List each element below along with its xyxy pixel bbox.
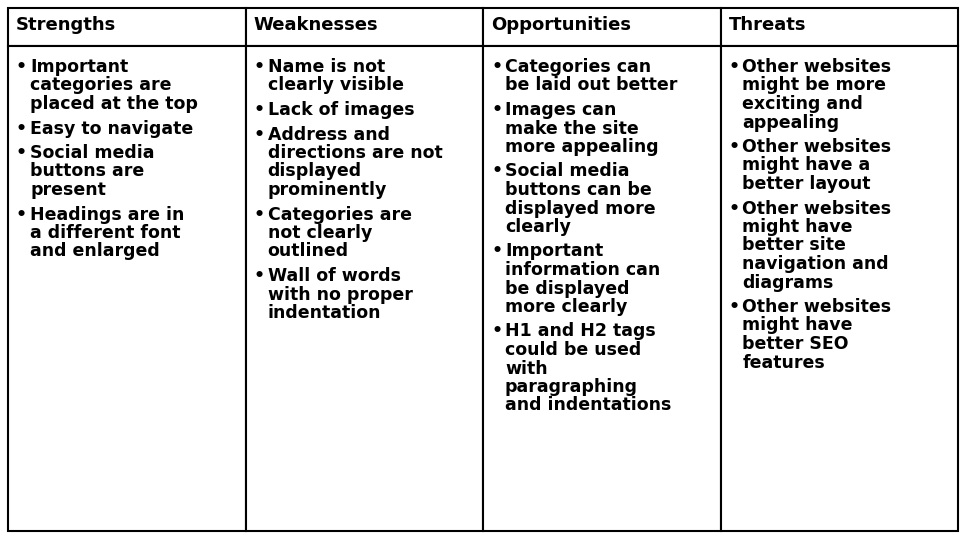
Text: and indentations: and indentations [505, 397, 671, 414]
Text: Categories can: Categories can [505, 58, 651, 76]
Text: •: • [491, 58, 502, 76]
Text: paragraphing: paragraphing [505, 378, 638, 396]
Bar [721, 8, 958, 46]
Text: •: • [16, 58, 27, 76]
Text: Weaknesses: Weaknesses [253, 16, 378, 34]
Text: Other websites: Other websites [743, 199, 892, 218]
Text: H1 and H2 tags: H1 and H2 tags [505, 322, 656, 341]
Text: appealing: appealing [743, 114, 839, 132]
Text: with no proper: with no proper [268, 286, 412, 303]
Text: •: • [16, 144, 27, 162]
Text: Name is not: Name is not [268, 58, 384, 76]
Bar [721, 46, 958, 531]
Text: •: • [491, 162, 502, 181]
Text: more clearly: more clearly [505, 298, 627, 316]
Text: indentation: indentation [268, 304, 381, 322]
Text: Easy to navigate: Easy to navigate [30, 120, 193, 137]
Text: not clearly: not clearly [268, 224, 372, 242]
Text: Other websites: Other websites [743, 138, 892, 156]
Text: Threats: Threats [728, 16, 806, 34]
Text: better site: better site [743, 237, 846, 254]
Text: might have: might have [743, 316, 853, 335]
Text: a different font: a different font [30, 224, 181, 242]
Text: Address and: Address and [268, 126, 389, 143]
Text: Headings are in: Headings are in [30, 205, 185, 224]
Text: Images can: Images can [505, 101, 616, 119]
Text: Lack of images: Lack of images [268, 101, 414, 119]
Text: clearly: clearly [505, 218, 571, 236]
Text: might be more: might be more [743, 77, 887, 94]
Text: outlined: outlined [268, 243, 349, 260]
Text: might have a: might have a [743, 156, 870, 175]
Text: features: features [743, 354, 825, 371]
Text: •: • [728, 298, 740, 316]
Text: Social media: Social media [30, 144, 155, 162]
Text: Categories are: Categories are [268, 205, 412, 224]
Bar [483, 8, 721, 46]
Text: Important: Important [505, 243, 603, 260]
Text: •: • [728, 199, 740, 218]
Text: placed at the top: placed at the top [30, 95, 198, 113]
Text: better SEO: better SEO [743, 335, 849, 353]
Text: Social media: Social media [505, 162, 630, 181]
Text: might have: might have [743, 218, 853, 236]
Text: present: present [30, 181, 106, 199]
Bar [8, 46, 245, 531]
Text: •: • [253, 205, 265, 224]
Text: navigation and: navigation and [743, 255, 889, 273]
Text: diagrams: diagrams [743, 273, 834, 292]
Text: with: with [505, 360, 548, 377]
Text: •: • [253, 267, 265, 285]
Text: better layout: better layout [743, 175, 871, 193]
Text: •: • [491, 322, 502, 341]
Text: Important: Important [30, 58, 128, 76]
Text: information can: information can [505, 261, 660, 279]
Bar [245, 46, 483, 531]
Text: •: • [491, 101, 502, 119]
Text: clearly visible: clearly visible [268, 77, 404, 94]
Text: be laid out better: be laid out better [505, 77, 677, 94]
Text: make the site: make the site [505, 120, 639, 137]
Bar [483, 46, 721, 531]
Text: buttons are: buttons are [30, 162, 144, 181]
Text: •: • [253, 101, 265, 119]
Text: •: • [16, 120, 27, 137]
Text: •: • [16, 205, 27, 224]
Text: •: • [728, 138, 740, 156]
Text: more appealing: more appealing [505, 138, 659, 156]
Text: buttons can be: buttons can be [505, 181, 652, 199]
Text: displayed: displayed [268, 162, 361, 181]
Text: displayed more: displayed more [505, 199, 656, 218]
Text: and enlarged: and enlarged [30, 243, 159, 260]
Text: Other websites: Other websites [743, 58, 892, 76]
Bar [8, 8, 245, 46]
Text: •: • [253, 58, 265, 76]
Text: •: • [728, 58, 740, 76]
Text: could be used: could be used [505, 341, 641, 359]
Text: Other websites: Other websites [743, 298, 892, 316]
Bar [245, 8, 483, 46]
Text: be displayed: be displayed [505, 280, 630, 298]
Text: Wall of words: Wall of words [268, 267, 401, 285]
Text: •: • [491, 243, 502, 260]
Text: exciting and: exciting and [743, 95, 864, 113]
Text: directions are not: directions are not [268, 144, 442, 162]
Text: •: • [253, 126, 265, 143]
Text: categories are: categories are [30, 77, 172, 94]
Text: prominently: prominently [268, 181, 386, 199]
Text: Strengths: Strengths [16, 16, 116, 34]
Text: Opportunities: Opportunities [491, 16, 631, 34]
